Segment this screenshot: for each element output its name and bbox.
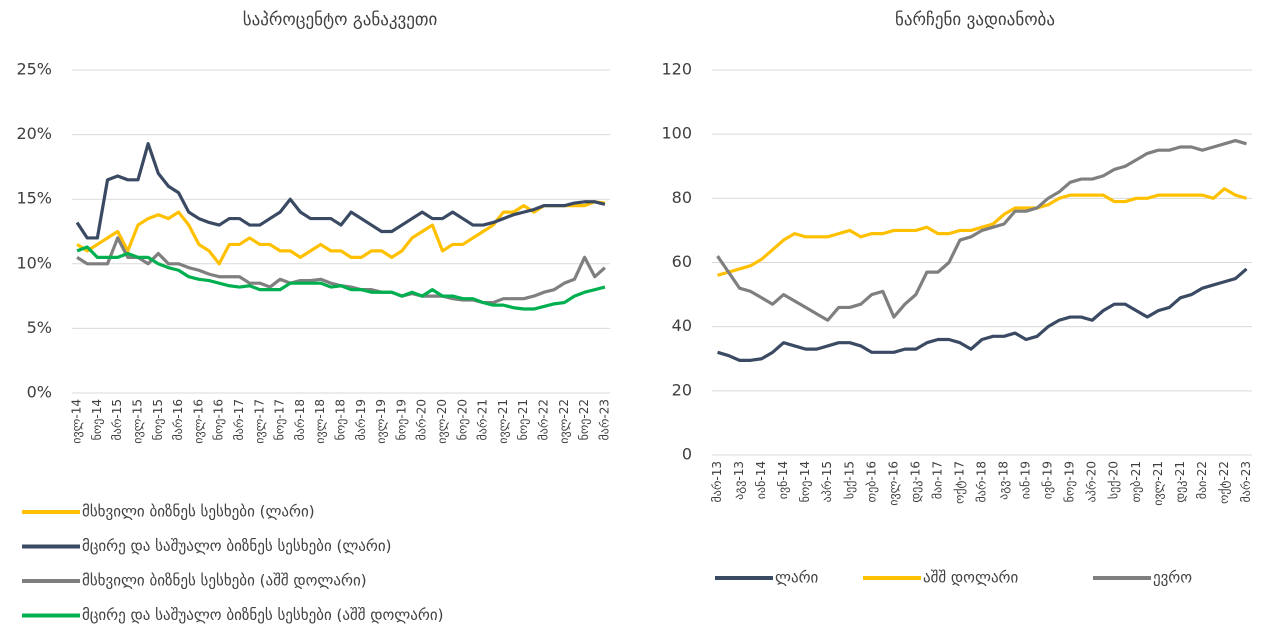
x-tick-label: მარ-19 [354, 399, 368, 441]
y-tick-label: 25% [16, 60, 52, 79]
x-tick-label: სექ-20 [1107, 461, 1121, 499]
x-tick-label: მარ-23 [597, 399, 611, 441]
legend-label: აშშ დოლარი [923, 569, 1018, 587]
legend-label: მცირე და საშუალო ბიზნეს სესხები (ლარი) [82, 537, 391, 555]
x-tick-label: იან-19 [1019, 461, 1033, 499]
series-line [716, 138, 1247, 322]
x-tick-label: მარ-22 [537, 399, 551, 441]
x-tick-label: ნოე-15 [151, 399, 165, 440]
y-tick-label: 40 [672, 316, 692, 335]
y-tick-label: 20 [672, 380, 692, 399]
x-tick-label: ივლ-15 [130, 399, 144, 444]
y-tick-label: 10% [16, 253, 52, 272]
legend-label: ევრო [1153, 569, 1192, 587]
x-tick-label: აპრ-20 [1085, 461, 1099, 502]
x-tick-label: ივლ-20 [435, 399, 449, 444]
y-tick-label: 0 [682, 445, 692, 464]
x-tick-label: დეკ-21 [1173, 461, 1187, 503]
x-tick-label: ივლ-17 [252, 399, 266, 444]
legend-label: მსხვილი ბიზნეს სესხები (ლარი) [82, 503, 315, 521]
series-line [76, 245, 606, 311]
x-tick-label: იან-14 [754, 461, 768, 499]
x-tick-label: თებ-16 [864, 461, 878, 503]
y-tick-label: 80 [672, 188, 692, 207]
x-tick-label: ივლ-21 [496, 399, 510, 444]
chart-title: საპროცენტო განაკვეთი [243, 10, 438, 30]
x-tick-label: მარ-23 [1239, 461, 1253, 503]
x-tick-label: ივლ-14 [70, 399, 84, 444]
x-tick-label: ივლ-16 [886, 461, 900, 506]
x-tick-label: თებ-21 [1129, 461, 1143, 503]
x-tick-label: მარ-17 [232, 399, 246, 441]
series-line [76, 200, 606, 266]
x-tick-label: მარ-13 [710, 461, 724, 503]
x-tick-label: ნოე-22 [577, 399, 591, 440]
x-tick-label: ივლ-18 [313, 399, 327, 444]
x-tick-label: აგვ-13 [732, 461, 746, 500]
y-tick-label: 0% [27, 383, 52, 402]
y-tick-label: 15% [16, 189, 52, 208]
series-line [717, 187, 1247, 277]
x-tick-label: ნოე-14 [90, 399, 104, 440]
x-tick-label: ნოე-19 [1063, 461, 1077, 502]
series-line [76, 236, 606, 305]
x-tick-label: ივნ-14 [776, 461, 790, 499]
x-tick-label: ივლ-19 [374, 399, 388, 444]
y-tick-label: 120 [661, 60, 692, 79]
x-tick-label: ნოე-20 [455, 399, 469, 440]
x-tick-label: ივლ-22 [557, 399, 571, 444]
x-tick-label: მარ-18 [293, 399, 307, 441]
series-line [75, 142, 606, 240]
x-tick-label: ნოე-21 [516, 399, 530, 440]
chart-title: ნარჩენი ვადიანობა [895, 10, 1055, 30]
x-tick-label: ივნ-19 [1041, 461, 1055, 499]
x-tick-label: აპრ-15 [820, 461, 834, 502]
x-tick-label: ნოე-14 [798, 461, 812, 502]
x-tick-label: მაი-22 [1195, 461, 1209, 499]
x-tick-label: აგვ-18 [997, 461, 1011, 500]
x-tick-label: მაი-17 [930, 461, 944, 499]
series-line [717, 267, 1248, 362]
x-tick-label: სექ-15 [842, 461, 856, 499]
x-tick-label: ივლ-16 [191, 399, 205, 444]
x-tick-label: მარ-15 [110, 399, 124, 441]
x-tick-label: ნოე-16 [212, 399, 226, 440]
x-tick-label: მარ-16 [171, 399, 185, 441]
x-tick-label: მარ-18 [975, 461, 989, 503]
legend-label: მსხვილი ბიზნეს სესხები (აშშ დოლარი) [82, 572, 367, 590]
x-tick-label: მარ-21 [476, 399, 490, 441]
x-tick-label: ნოე-17 [273, 399, 287, 440]
x-tick-label: ნოე-19 [394, 399, 408, 440]
y-tick-label: 20% [16, 124, 52, 143]
x-tick-label: დეკ-16 [908, 461, 922, 503]
y-tick-label: 100 [661, 124, 692, 143]
x-tick-label: მარ-20 [415, 399, 429, 441]
x-tick-label: ოქტ-17 [952, 461, 966, 504]
x-tick-label: ნოე-18 [334, 399, 348, 440]
legend-label: მცირე და საშუალო ბიზნეს სესხები (აშშ დოლ… [82, 606, 443, 624]
legend-label: ლარი [775, 569, 819, 587]
x-tick-label: ოქტ-22 [1217, 461, 1231, 504]
y-tick-label: 60 [672, 252, 692, 271]
x-tick-label: ივლ-21 [1151, 461, 1165, 506]
y-tick-label: 5% [27, 318, 52, 337]
